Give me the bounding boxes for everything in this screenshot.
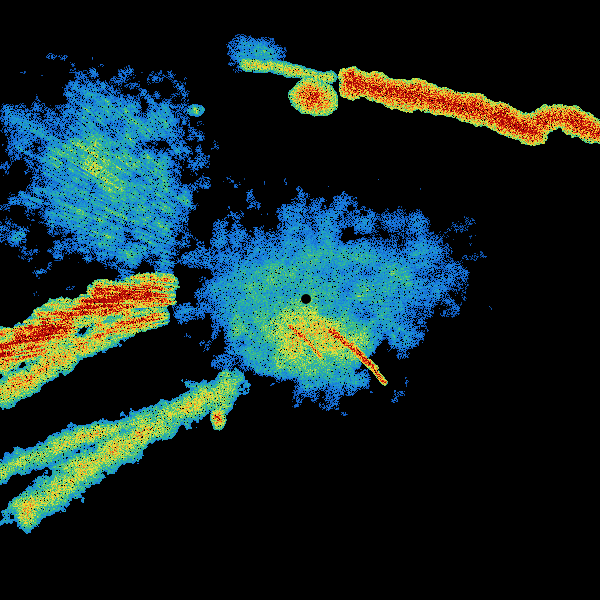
radar-site-cone-of-silence: [301, 294, 311, 304]
